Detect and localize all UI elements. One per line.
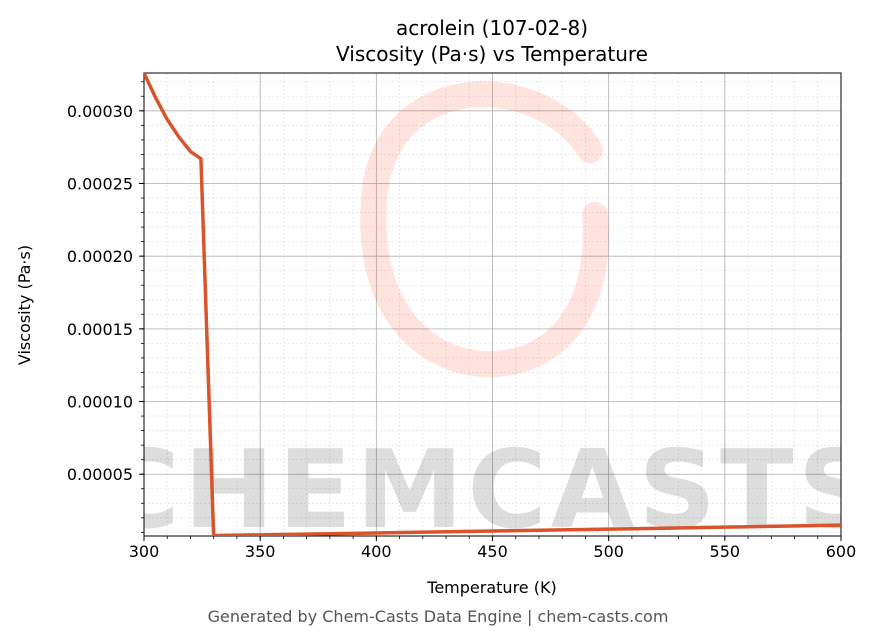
y-axis-ticks: 0.00005 0.00010 0.00015 0.00020 0.00025 0.000… [67,81,144,533]
x-tick-label: 350 [245,542,276,561]
y-axis-label: Viscosity (Pa·s) [15,245,34,365]
x-tick-label: 550 [710,542,741,561]
x-axis-ticks: 300 350 400 450 500 550 600 [129,536,857,561]
x-tick-label: 400 [361,542,392,561]
y-tick-label: 0.00025 [67,174,133,193]
x-tick-label: 500 [593,542,624,561]
watermark-text: CHEMCASTS [101,428,876,553]
x-tick-label: 600 [826,542,857,561]
y-tick-label: 0.00005 [67,465,133,484]
x-tick-label: 450 [477,542,508,561]
watermark-swirl [360,81,609,378]
chart-title: acrolein (107-02-8) [396,16,588,40]
y-tick-label: 0.00030 [67,102,133,121]
y-tick-label: 0.00020 [67,247,133,266]
y-tick-label: 0.00015 [67,320,133,339]
x-axis-label: Temperature (K) [426,578,556,597]
chart-subtitle: Viscosity (Pa·s) vs Temperature [336,42,648,66]
footer-credit: Generated by Chem-Casts Data Engine | ch… [207,607,669,626]
watermark-logo: CHEMCASTS [101,81,876,553]
x-tick-label: 300 [129,542,160,561]
y-tick-label: 0.00010 [67,393,133,412]
series-line [144,73,841,536]
